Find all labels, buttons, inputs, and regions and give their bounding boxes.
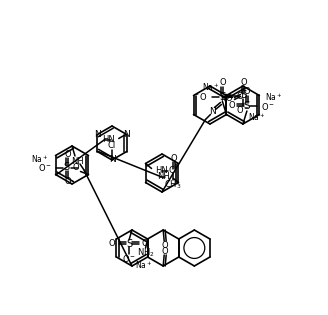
Text: HN: HN xyxy=(155,166,168,175)
Text: O: O xyxy=(226,94,233,103)
Text: N: N xyxy=(220,96,227,105)
Text: S: S xyxy=(63,163,70,173)
Text: N: N xyxy=(109,156,115,164)
Text: Na$^+$: Na$^+$ xyxy=(265,91,282,103)
Text: O: O xyxy=(240,78,247,87)
Text: O: O xyxy=(142,238,149,248)
Text: O: O xyxy=(162,240,169,249)
Text: Na$^+$: Na$^+$ xyxy=(248,112,266,123)
Text: O: O xyxy=(236,92,243,101)
Text: CH$_3$: CH$_3$ xyxy=(164,178,181,191)
Text: O: O xyxy=(228,100,235,110)
Text: $^-$O: $^-$O xyxy=(192,91,207,102)
Text: Na$^+$: Na$^+$ xyxy=(31,154,49,165)
Text: O$^-$: O$^-$ xyxy=(261,100,275,112)
Text: NH: NH xyxy=(157,172,170,181)
Text: O$^-$: O$^-$ xyxy=(236,104,251,115)
Text: O: O xyxy=(73,163,79,172)
Text: Na$^+$: Na$^+$ xyxy=(135,259,153,271)
Text: S: S xyxy=(240,90,247,100)
Text: O: O xyxy=(108,238,115,248)
Text: S: S xyxy=(219,91,226,101)
Text: N: N xyxy=(123,130,130,139)
Text: O: O xyxy=(64,150,71,159)
Text: S: S xyxy=(244,101,250,111)
Text: O$^-$: O$^-$ xyxy=(122,253,136,264)
Text: O: O xyxy=(170,154,177,163)
Text: HN: HN xyxy=(102,135,115,144)
Text: O: O xyxy=(244,88,250,96)
Text: N: N xyxy=(209,107,216,116)
Text: O$^-$: O$^-$ xyxy=(38,162,52,173)
Text: NH$_2$: NH$_2$ xyxy=(137,247,154,259)
Text: C: C xyxy=(169,166,174,175)
Text: Cl: Cl xyxy=(108,140,116,150)
Text: NH: NH xyxy=(71,157,83,165)
Text: O: O xyxy=(219,78,226,87)
Text: Na$^+$: Na$^+$ xyxy=(202,82,219,93)
Text: O: O xyxy=(64,177,71,186)
Text: S: S xyxy=(126,239,132,249)
Text: O: O xyxy=(162,247,169,255)
Text: N: N xyxy=(94,130,101,139)
